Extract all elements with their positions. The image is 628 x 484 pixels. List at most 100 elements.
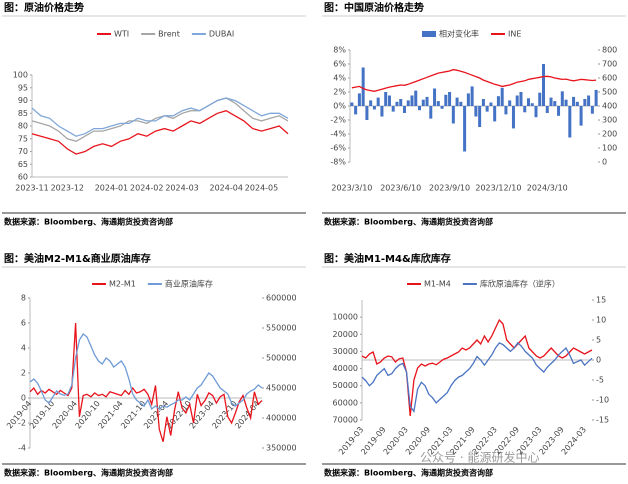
y2-tick-label: 200 [602,130,617,139]
bar [515,95,519,106]
bar [372,106,376,110]
panel-title: 图：美油M1-M4&库欣库存 [324,252,451,265]
y-tick-label: 95 [18,83,28,92]
bar [399,99,403,106]
series-line [31,109,289,155]
bar [489,102,493,106]
y-tick-label: 0 [21,394,26,403]
bar [365,106,369,120]
bar [414,90,418,106]
y-tick-label: -4 [18,444,26,453]
y2-tick-label: 400000 [266,414,297,423]
y-tick-label: -4% [330,130,346,139]
bar [504,106,508,115]
series-line [351,68,597,92]
y-tick-label: 70000 [333,416,358,425]
x-tick-label: 2024/3/10 [527,184,568,193]
bar [594,89,598,106]
y2-tick-label: 600000 [266,294,297,303]
y-tick-label: 4 [21,344,26,353]
bar [508,100,512,106]
y2-tick-label: -10 [596,396,609,405]
bar [519,92,523,106]
x-tick-label: 2024-05 [245,184,278,193]
bar [466,93,470,106]
x-tick-label: 2024-03 [165,184,198,193]
series-line [361,318,593,417]
bar [470,86,474,106]
y2-tick-label: 5 [596,336,601,345]
bar [421,99,425,106]
y-tick-label: 6% [333,60,346,69]
bar [481,99,485,106]
x-tick-label: 2023/9/10 [429,184,470,193]
series-line [361,341,593,414]
y2-tick-label: 15 [596,296,606,305]
y2-tick-label: 400 [602,102,617,111]
bar [474,106,478,117]
y-tick-label: 20000 [333,330,358,339]
bar [395,101,399,106]
y-tick-label: 8% [333,46,346,55]
y2-tick-label: 600 [602,74,617,83]
bar [380,106,384,117]
source-note: 数据来源：Bloomberg、海通期货投资咨询部 [4,217,173,227]
bar [575,101,579,106]
bar [590,106,594,114]
bar [455,97,459,106]
bar [587,95,591,106]
bar [433,88,437,106]
bar [564,99,568,106]
bar [500,87,504,106]
bar [579,106,583,126]
watermark: 公众号 · 能源研发中心 [420,450,539,465]
source-note: 数据来源：Bloomberg、海通期货投资咨询部 [324,468,493,478]
bar [369,100,373,106]
x-tick-label: 2024-01 [95,184,128,193]
bar [463,106,467,152]
y2-tick-label: 450000 [266,384,297,393]
y-tick-label: 2 [21,369,26,378]
panel-title: 图：中国原油价格走势 [324,1,424,14]
y-tick-label: 40000 [333,364,358,373]
y2-tick-label: 10 [596,316,606,325]
bar [444,94,448,106]
y-tick-label: 10000 [333,313,358,322]
bar [568,106,572,138]
legend-label: M1-M4 [424,280,451,289]
bar [376,97,380,106]
bar [440,106,444,109]
y2-tick-label: 800 [602,46,617,55]
legend-label: 库欣原油库存（逆序） [480,279,560,289]
bar [406,100,410,106]
y-tick-label: 4% [333,74,346,83]
x-tick-label: 2024-04 [209,184,242,193]
legend-label: DUBAI [209,30,234,39]
bar [410,95,414,106]
series-line [29,333,263,411]
bar [448,92,452,106]
source-note: 数据来源：Bloomberg、海通期货投资咨询部 [324,217,493,227]
y-tick-label: 2% [333,88,346,97]
y-tick-label: 85 [18,109,28,118]
x-tick-label: 2023/6/10 [380,184,421,193]
y-tick-label: 30000 [333,347,358,356]
bar [384,92,388,106]
legend-label: M2-M1 [109,280,136,289]
y-tick-label: 8 [21,294,26,303]
bar [530,103,534,106]
bar [572,96,576,106]
y-tick-label: -8% [330,158,346,167]
panel-title: 图：原油价格走势 [4,1,84,14]
bar [583,99,587,106]
bar [557,106,561,116]
bar [560,91,564,106]
x-tick-label: 2023/12/10 [475,184,521,193]
bar [526,98,530,106]
bar [538,92,542,106]
y-tick-label: 80 [18,122,28,131]
bar [436,101,440,106]
y2-tick-label: -5 [596,376,604,385]
bar [523,106,527,113]
